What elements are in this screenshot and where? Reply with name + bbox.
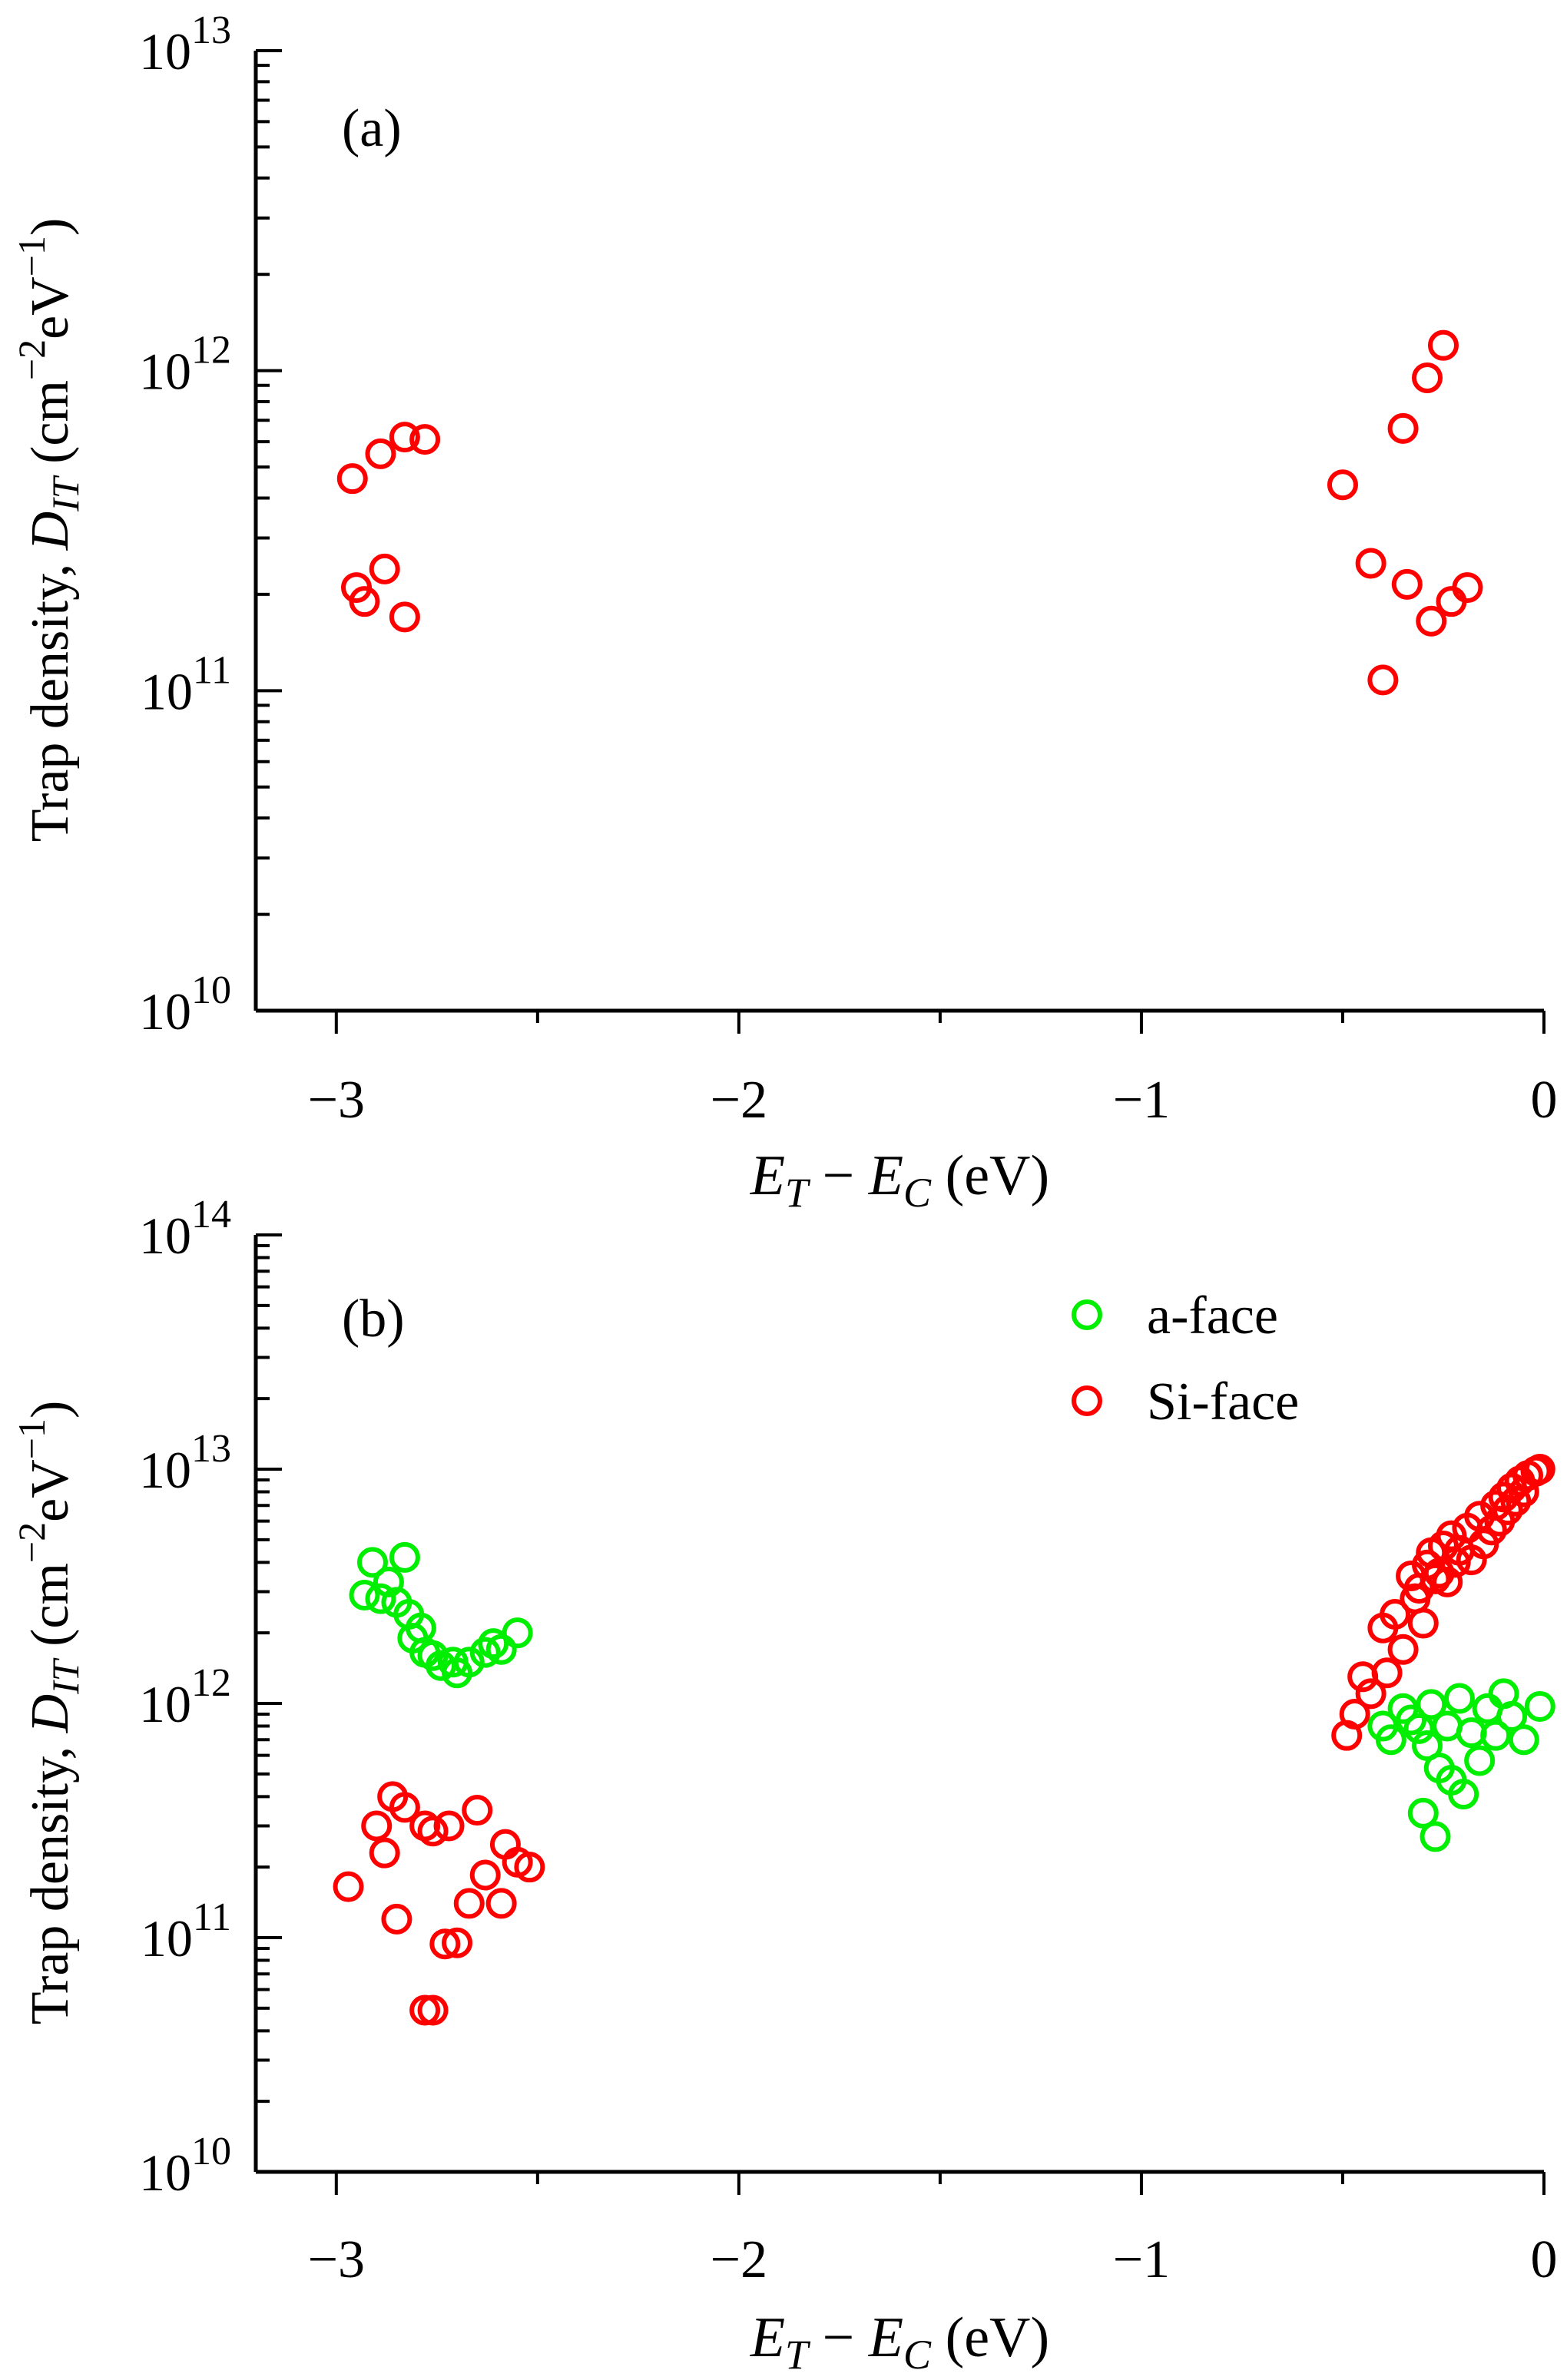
- data-point: [1420, 1821, 1451, 1852]
- data-point: [1407, 1797, 1439, 1829]
- data-point: [389, 1792, 420, 1823]
- data-point: [1355, 1678, 1386, 1710]
- panel-label: (a): [342, 99, 402, 158]
- data-point: [1367, 664, 1399, 696]
- data-point: [389, 422, 420, 453]
- data-point: [469, 1859, 501, 1891]
- data-point: [1327, 469, 1358, 501]
- data-point: [469, 1637, 501, 1668]
- panel-label: (b): [342, 1289, 405, 1349]
- data-point: [1380, 1599, 1411, 1630]
- data-point: [1436, 586, 1467, 617]
- y-tick-label: 1013: [139, 1427, 231, 1499]
- x-axis-label: ET − EC (eV): [750, 2306, 1049, 2378]
- y-tick-label: 1012: [139, 1661, 231, 1733]
- y-tick-label: 1011: [141, 1895, 231, 1968]
- data-point: [453, 1888, 485, 1919]
- y-tick-label: 1010: [139, 2130, 231, 2202]
- data-point: [1432, 1566, 1463, 1597]
- data-point: [356, 1547, 388, 1578]
- legend-label: Si-face: [1147, 1372, 1299, 1432]
- data-point: [1448, 1779, 1479, 1810]
- data-point: [1508, 1724, 1539, 1756]
- y-tick-label: 1013: [139, 8, 231, 81]
- data-point: [349, 586, 380, 617]
- series-si-face: [333, 1454, 1555, 2026]
- data-point: [426, 1650, 457, 1681]
- data-point: [1524, 1691, 1555, 1723]
- x-tick-label: −2: [711, 1071, 767, 1130]
- data-point: [1480, 1720, 1512, 1751]
- data-point: [485, 1888, 517, 1919]
- data-point: [1452, 572, 1483, 604]
- x-tick-label: −1: [1113, 2230, 1170, 2289]
- data-point: [514, 1852, 545, 1883]
- data-point: [485, 1634, 517, 1665]
- data-point: [365, 1583, 396, 1614]
- data-point: [349, 1579, 380, 1610]
- data-point: [453, 1647, 485, 1678]
- y-axis-label: Trap density, DIT (cm−2eV−1): [10, 218, 87, 842]
- x-tick-label: −1: [1113, 1071, 1170, 1130]
- x-tick-label: 0: [1531, 2230, 1558, 2289]
- y-tick-label: 1010: [139, 968, 231, 1041]
- y-tick-label: 1011: [141, 648, 231, 720]
- legend-marker: [1072, 1299, 1102, 1330]
- data-point: [1407, 1607, 1439, 1639]
- data-point: [417, 1816, 449, 1847]
- y-tick-label: 1012: [139, 329, 231, 401]
- data-point: [365, 438, 396, 469]
- data-point: [1375, 1724, 1406, 1756]
- legend-marker: [1072, 1385, 1102, 1416]
- data-point: [1496, 1700, 1528, 1732]
- data-point: [429, 1928, 461, 1960]
- data-point: [333, 1871, 364, 1902]
- data-point: [417, 1994, 449, 2026]
- data-point: [369, 553, 400, 584]
- data-point: [1524, 1454, 1555, 1485]
- data-point: [1420, 1563, 1451, 1594]
- data-point: [1387, 412, 1419, 444]
- legend: a-face Si-face: [1072, 1286, 1299, 1432]
- legend-label: a-face: [1147, 1286, 1278, 1346]
- data-point: [462, 1795, 493, 1826]
- data-point: [369, 1837, 400, 1869]
- data-point: [409, 424, 441, 455]
- data-point: [1387, 1634, 1419, 1665]
- x-tick-label: −3: [308, 1071, 365, 1130]
- x-tick-label: −3: [308, 2230, 365, 2289]
- data-point: [1396, 1704, 1427, 1736]
- series-a-face: [349, 1541, 1555, 1852]
- data-point: [1339, 1698, 1370, 1730]
- x-tick-label: 0: [1531, 1071, 1558, 1130]
- data-point: [389, 601, 420, 633]
- y-axis-label: Trap density, DIT (cm−2eV−1): [10, 1401, 87, 2025]
- data-point: [1416, 605, 1447, 637]
- x-tick-label: −2: [711, 2230, 767, 2289]
- data-point: [361, 1810, 393, 1842]
- data-point: [1443, 1683, 1475, 1714]
- data-point: [1355, 548, 1386, 579]
- x-axis-label: ET − EC (eV): [750, 1144, 1049, 1216]
- data-point: [1416, 1689, 1447, 1720]
- data-point: [1464, 1745, 1496, 1776]
- data-point: [1412, 362, 1443, 393]
- data-point: [381, 1903, 412, 1935]
- y-tick-label: 1014: [139, 1193, 231, 1265]
- data-point: [336, 463, 368, 495]
- data-point: [1427, 329, 1459, 361]
- data-point: [433, 1810, 465, 1842]
- panel-a: 1010 1011 1012 1013 −3 −2 −1 0 (a) ET − EC (eV) Tr…: [10, 8, 1558, 1216]
- data-point: [1371, 1657, 1403, 1689]
- series-si-face: [336, 329, 1483, 696]
- data-point: [1500, 1485, 1532, 1517]
- panel-b: 1010 1011 1012 1013 1014 −3 −2 −1 0 (b) ET − EC (e…: [10, 1193, 1558, 2378]
- data-point: [1391, 568, 1423, 600]
- data-point: [389, 1541, 420, 1573]
- data-point: [1492, 1495, 1523, 1526]
- data-point: [502, 1617, 533, 1649]
- data-point: [442, 1927, 473, 1958]
